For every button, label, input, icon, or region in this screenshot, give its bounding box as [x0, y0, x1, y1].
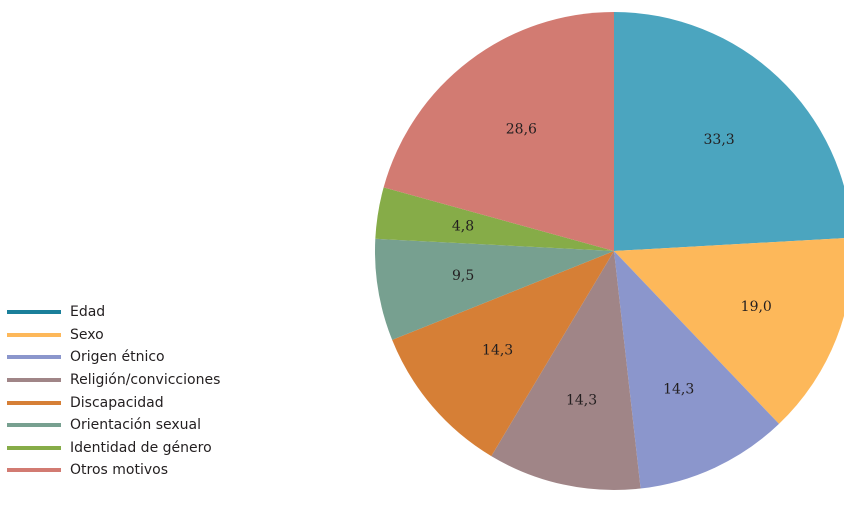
pie-slice-sexo [614, 238, 844, 424]
slice-label-discapacidad: 14,3 [482, 342, 513, 358]
legend: Edad Sexo Origen étnico Religión/conviccion… [7, 301, 220, 482]
pie-slice-origen-etnico [614, 251, 780, 489]
legend-swatch [7, 378, 61, 383]
pie-slice-edad [614, 12, 844, 251]
pie-slice-otros-motivos [383, 12, 614, 251]
legend-label: Edad [70, 304, 106, 321]
slice-label-sexo: 19,0 [741, 299, 772, 315]
legend-label: Religión/convicciones [70, 372, 221, 389]
legend-item-identidad-de-genero: Identidad de género [7, 437, 220, 460]
legend-item-origen-etnico: Origen étnico [7, 346, 220, 369]
legend-item-sexo: Sexo [7, 324, 220, 347]
legend-swatch [7, 332, 61, 337]
slice-label-religion-convicciones: 14,3 [566, 392, 597, 408]
slice-label-origen-etnico: 14,3 [663, 382, 694, 398]
legend-swatch [7, 310, 61, 315]
legend-item-edad: Edad [7, 301, 220, 324]
legend-label: Otros motivos [70, 462, 168, 479]
legend-swatch [7, 423, 61, 428]
legend-item-orientacion-sexual: Orientación sexual [7, 414, 220, 437]
legend-item-discapacidad: Discapacidad [7, 391, 220, 414]
pie-slice-religion-convicciones [491, 251, 641, 490]
legend-swatch [7, 355, 61, 360]
slice-label-otros-motivos: 28,6 [506, 121, 537, 137]
legend-item-religion-convicciones: Religión/convicciones [7, 369, 220, 392]
pie-value-labels: 33,3 19,0 14,3 14,3 14,3 9,5 4,8 28,6 [452, 121, 772, 408]
legend-label: Orientación sexual [70, 417, 201, 434]
slice-label-identidad-de-genero: 4,8 [452, 219, 474, 235]
pie-slice-discapacidad [392, 251, 614, 457]
legend-label: Origen étnico [70, 349, 165, 366]
legend-label: Identidad de género [70, 439, 212, 456]
pie-slice-orientacion-sexual [375, 238, 614, 340]
legend-swatch [7, 468, 61, 473]
pie-slice-identidad-de-genero [375, 187, 614, 251]
legend-item-otros-motivos: Otros motivos [7, 459, 220, 482]
legend-label: Discapacidad [70, 394, 164, 411]
legend-label: Sexo [70, 326, 104, 343]
slice-label-orientacion-sexual: 9,5 [452, 268, 474, 284]
pie-slices [375, 12, 844, 490]
slice-label-edad: 33,3 [704, 132, 735, 148]
legend-swatch [7, 445, 61, 450]
legend-swatch [7, 400, 61, 405]
